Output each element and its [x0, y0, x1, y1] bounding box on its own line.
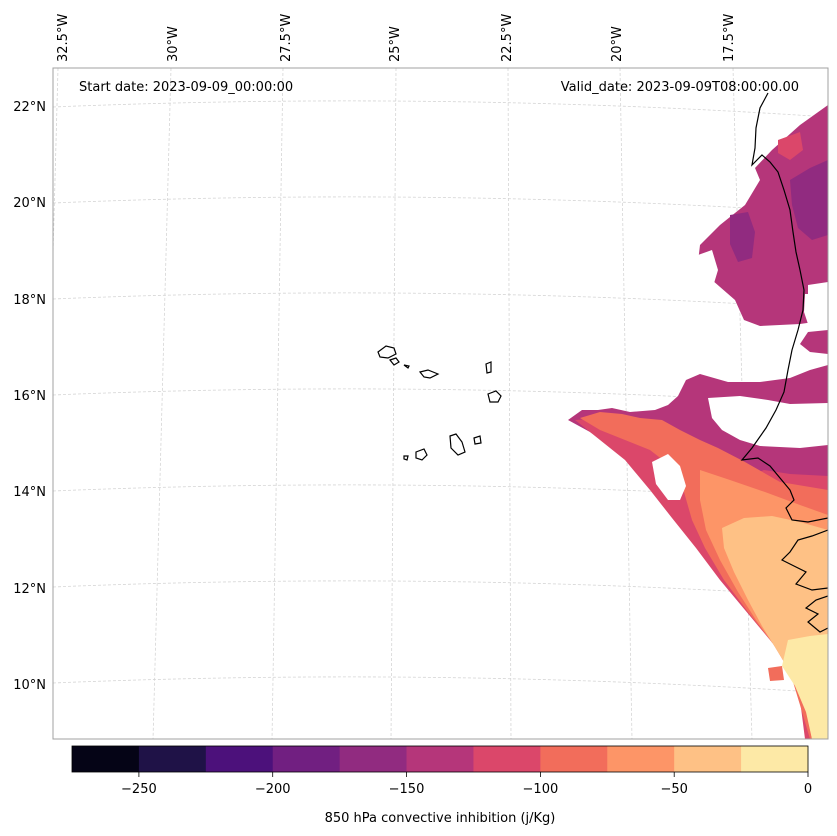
lat-label-20n: 20°N — [13, 196, 46, 211]
gridline-lat-12n — [53, 580, 828, 598]
lat-label-18n: 18°N — [13, 293, 46, 308]
contour-north-tip — [800, 330, 828, 354]
gridline-lat-22n — [53, 100, 828, 118]
longitude-labels: 32.5°W 30°W 27.5°W 25°W 22.5°W 20°W 17.5… — [56, 14, 737, 62]
island-maio — [473, 435, 482, 445]
gridline-lon-30w — [152, 68, 172, 739]
colorbar-cell — [72, 746, 140, 772]
colorbar-cell — [473, 746, 541, 772]
gridline-lat-16n — [53, 388, 828, 406]
africa-coastline — [740, 92, 828, 523]
start-date-label: Start date: 2023-09-09_00:00:00 — [79, 80, 293, 95]
cin-contours — [568, 105, 828, 739]
colorbar-tick-label: 0 — [804, 782, 812, 797]
africa-coast-south — [780, 529, 828, 591]
colorbar-cell — [674, 746, 742, 772]
lat-label-22n: 22°N — [13, 100, 46, 115]
colorbar-tick-label: −100 — [523, 782, 559, 797]
gridline-lon-25w — [390, 68, 397, 739]
colorbar: −250 −200 −150 −100 −50 0 850 hPa convec… — [71, 745, 812, 826]
contour-hole-1 — [694, 250, 718, 290]
lon-label-22.5w: 22.5°W — [500, 14, 515, 62]
colorbar-cell — [339, 746, 408, 772]
colorbar-cell — [607, 746, 675, 772]
colorbar-cell — [406, 746, 474, 772]
island-santa-luzia — [403, 364, 410, 369]
contour-north-patch-3 — [778, 132, 803, 160]
island-sao-vicente — [388, 357, 400, 366]
valid-date-label: Valid_date: 2023-09-09T08:00:00.00 — [561, 80, 799, 95]
contour-north-patch-2 — [790, 160, 828, 240]
contour-hole-3 — [708, 396, 828, 448]
island-brava — [403, 455, 409, 461]
colorbar-cell — [205, 746, 274, 772]
colorbar-tick-label: −150 — [389, 782, 425, 797]
gridline-lat-20n — [53, 196, 828, 214]
island-santo-antao — [377, 345, 397, 359]
island-boa-vista — [487, 390, 502, 403]
lon-label-25w: 25°W — [388, 26, 403, 62]
guinea-coast — [804, 595, 828, 633]
lon-label-17.5w: 17.5°W — [722, 14, 737, 62]
lon-label-32.5w: 32.5°W — [56, 14, 71, 62]
colorbar-tick-label: −200 — [255, 782, 291, 797]
island-sao-nicolau — [418, 369, 440, 379]
colorbar-title: 850 hPa convective inhibition (j/Kg) — [325, 811, 556, 826]
colorbar-cell — [138, 746, 207, 772]
colorbar-cell — [540, 746, 608, 772]
island-sal — [485, 361, 492, 374]
lat-label-14n: 14°N — [13, 485, 46, 500]
coastlines — [377, 92, 828, 633]
lat-label-12n: 12°N — [13, 582, 46, 597]
gridline-lat-18n — [53, 292, 828, 310]
gridline-lon-27.5w — [271, 68, 284, 739]
contour-north-patch-1 — [730, 212, 755, 262]
island-santiago — [449, 433, 466, 456]
contour-hole-2 — [804, 294, 828, 330]
gridline-lon-22.5w — [507, 68, 512, 739]
island-fogo — [415, 448, 428, 461]
lat-label-16n: 16°N — [13, 389, 46, 404]
colorbar-tick-labels: −250 −200 −150 −100 −50 0 — [121, 782, 812, 797]
colorbar-ticks — [138, 772, 809, 777]
contour-north-band — [698, 105, 828, 326]
lat-label-10n: 10°N — [13, 678, 46, 693]
lon-label-27.5w: 27.5°W — [279, 14, 294, 62]
colorbar-cell — [272, 746, 341, 772]
colorbar-tick-label: −250 — [121, 782, 157, 797]
lon-label-20w: 20°W — [610, 26, 625, 62]
gridline-lon-32.5w — [53, 68, 59, 270]
gridlines — [53, 68, 828, 739]
contour-south-speck — [768, 666, 784, 681]
colorbar-cell — [741, 746, 809, 772]
gridline-lon-20w — [619, 68, 633, 739]
colorbar-cells — [72, 746, 809, 772]
map-border — [52, 67, 829, 740]
latitude-labels: 22°N 20°N 18°N 16°N 14°N 12°N 10°N — [13, 100, 46, 693]
contour-south-palest — [782, 634, 828, 739]
gridline-lat-14n — [53, 484, 828, 502]
gridline-lat-10n — [53, 676, 828, 694]
lon-label-30w: 30°W — [166, 26, 181, 62]
map-panel: Start date: 2023-09-09_00:00:00 Valid_da… — [52, 67, 829, 740]
colorbar-tick-label: −50 — [660, 782, 687, 797]
contour-hole-4 — [652, 454, 686, 500]
colorbar-frame — [71, 745, 809, 773]
